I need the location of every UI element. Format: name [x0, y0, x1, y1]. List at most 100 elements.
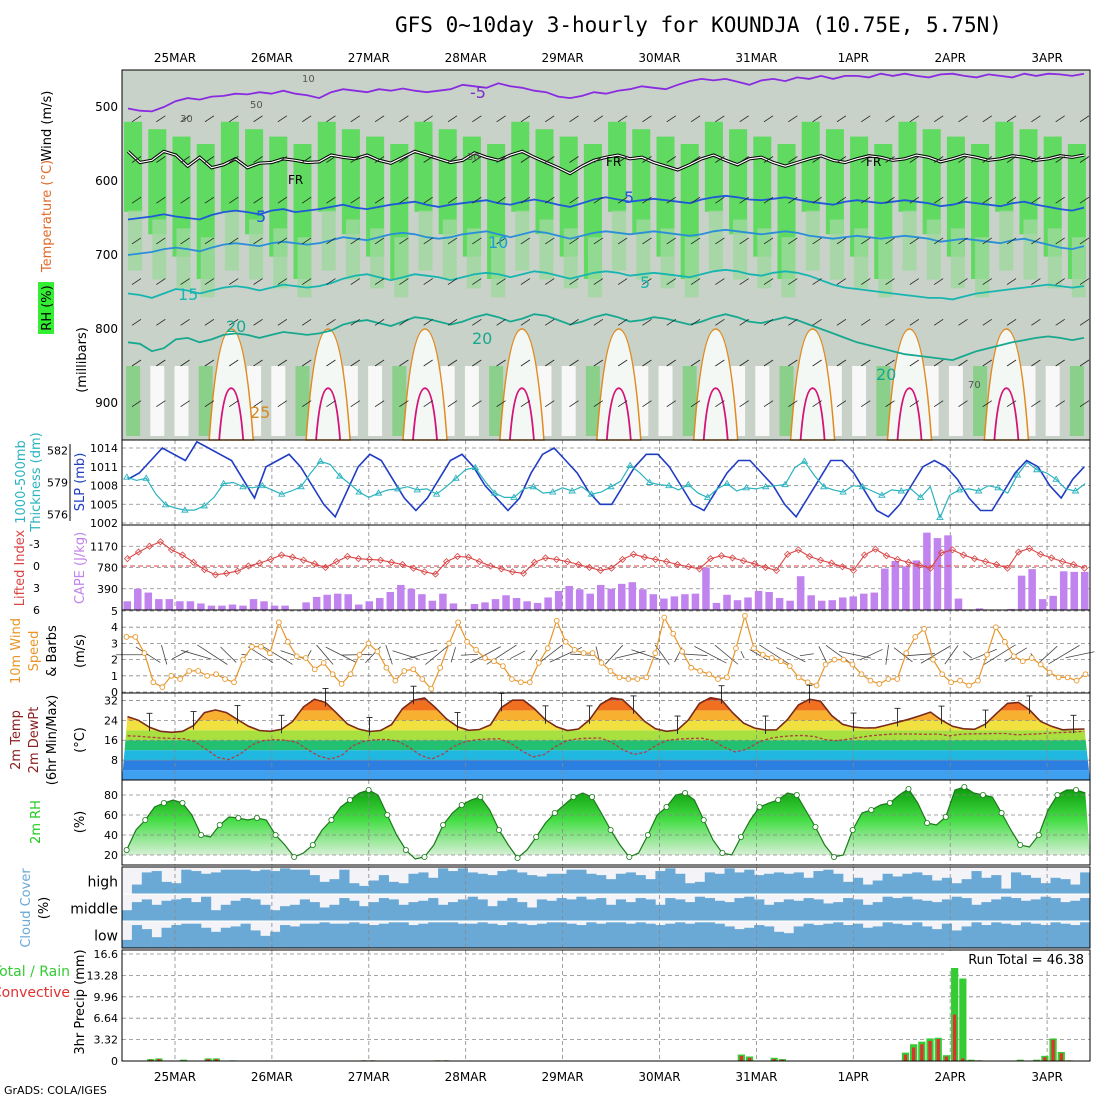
li-marker [673, 560, 682, 569]
cloud-cell [319, 881, 330, 894]
wind-barb [520, 115, 531, 123]
wind-barb [714, 644, 739, 665]
cape-bar [544, 597, 552, 610]
legend-total-label: Total / Rain [0, 964, 70, 980]
wind-barb [982, 156, 992, 163]
cloud-cell [981, 877, 992, 894]
thickness-marker [839, 488, 847, 495]
isotherm-line [127, 228, 1085, 256]
wind-barb [1031, 156, 1041, 163]
cloud-cell [833, 873, 844, 894]
li-marker [530, 558, 539, 566]
li-marker [706, 555, 715, 563]
cloud-cell [270, 871, 281, 894]
cloud-cell [625, 872, 636, 894]
rh-marker [533, 834, 540, 841]
wind-barb [690, 278, 701, 285]
rh-marker [328, 817, 335, 824]
thickness-marker [684, 480, 693, 488]
cloud-cell [378, 898, 389, 921]
axis-label: Cloud Cover [19, 868, 34, 948]
contour-label: FR [866, 155, 881, 169]
wind-barb [983, 644, 1016, 666]
rh-marker [905, 786, 912, 793]
rh-marker [1073, 787, 1080, 794]
y-tick-label: 16 [104, 734, 118, 747]
wind-barb [958, 237, 968, 245]
wind-barb [617, 196, 628, 204]
cloud-cell [773, 872, 785, 894]
rh-marker [365, 787, 372, 794]
thickness-marker [548, 488, 557, 495]
wind-marker [222, 676, 228, 682]
wind-barb [1006, 400, 1017, 408]
thickness-marker [897, 487, 906, 494]
cloud-cell [487, 906, 498, 921]
rh-marker [812, 824, 819, 831]
cloud-cell [714, 923, 725, 948]
thermal-plume [499, 328, 545, 441]
cloud-cell [971, 904, 982, 921]
thickness-marker [432, 490, 441, 497]
wind-barb [520, 156, 531, 163]
wind-barb [301, 115, 312, 123]
cloud-cell [418, 872, 429, 894]
precip-conv-bar [739, 1055, 743, 1061]
cape-bar [397, 584, 405, 610]
thickness-marker [994, 483, 1002, 491]
wind-barb [788, 318, 798, 326]
wind-barb [350, 156, 360, 163]
cape-bar [639, 589, 647, 610]
wind-marker [984, 651, 990, 658]
wind-barb [472, 318, 482, 326]
wind-barb [569, 278, 579, 285]
cape-bar [228, 604, 237, 610]
wind-barb [472, 196, 482, 204]
cloud-cell [398, 904, 409, 921]
li-marker [882, 552, 891, 560]
wind-barb [545, 278, 555, 285]
cloud-cell [546, 873, 557, 894]
wind-marker [643, 674, 650, 681]
cape-bar [354, 604, 363, 610]
wind-barb [1006, 359, 1017, 367]
cloud-cell [181, 869, 192, 894]
rh-lower-cell [126, 366, 141, 436]
axis-label: 1000-500mb [14, 440, 29, 524]
cloud-cell [882, 922, 893, 948]
cloud-cell [447, 902, 459, 921]
cloud-cell [882, 873, 893, 894]
wind-barb [350, 400, 360, 408]
cloud-cell [210, 872, 222, 894]
thermal-plume [305, 328, 351, 441]
cape-bar [554, 590, 563, 610]
wind-marker [141, 650, 148, 656]
cloud-cell [368, 880, 380, 894]
cloud-cell [714, 873, 725, 894]
wind-barb [885, 644, 889, 665]
date-label: 29MAR [542, 1070, 584, 1084]
wind-barb [520, 237, 531, 245]
thickness-marker [626, 461, 634, 468]
cloud-cell [606, 922, 617, 948]
thickness-marker [1032, 465, 1041, 473]
cape-bar [533, 602, 542, 610]
wind-barb [958, 278, 968, 285]
date-label: 26MAR [251, 51, 293, 65]
cloud-cell [329, 904, 340, 921]
thickness-marker [374, 489, 383, 496]
li-marker [387, 558, 396, 566]
cape-bar [512, 598, 521, 610]
rh-moist-cell [559, 136, 578, 257]
wind-barb [350, 278, 360, 285]
wind-barb [472, 359, 482, 367]
wind-barb [277, 278, 288, 285]
wind-barb [617, 115, 628, 123]
rh-moist-cell [124, 121, 143, 212]
thickness-marker [820, 482, 828, 490]
cloud-cell [704, 922, 715, 948]
cape-bar [302, 602, 310, 610]
cloud-cell [556, 898, 567, 921]
wind-barb [958, 359, 968, 367]
cape-bar [733, 600, 742, 610]
